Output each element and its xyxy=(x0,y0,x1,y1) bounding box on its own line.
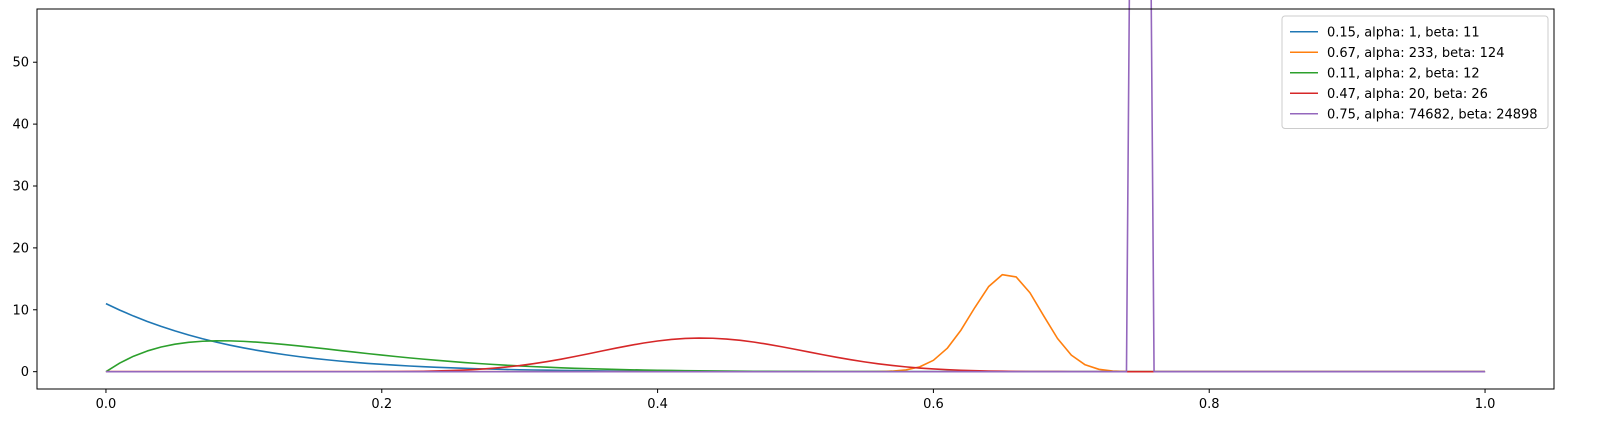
legend-label-3: 0.11, alpha: 2, beta: 12 xyxy=(1327,66,1480,81)
y-tick-label: 50 xyxy=(12,56,29,71)
y-tick-label: 0 xyxy=(21,365,29,380)
legend: 0.15, alpha: 1, beta: 11 0.67, alpha: 233… xyxy=(1281,15,1549,129)
x-tick-label: 0.6 xyxy=(923,397,944,412)
axes-frame xyxy=(36,8,1555,390)
x-tick-label: 1.0 xyxy=(1475,397,1496,412)
legend-label-1: 0.15, alpha: 1, beta: 11 xyxy=(1327,25,1480,40)
series-line-4 xyxy=(105,337,1486,373)
x-tick-label: 0.2 xyxy=(371,397,392,412)
y-tick-label: 40 xyxy=(12,118,29,133)
series-line-1 xyxy=(105,302,1486,373)
x-tick-label: 0.0 xyxy=(96,397,117,412)
legend-label-5: 0.75, alpha: 74682, beta: 24898 xyxy=(1327,107,1538,122)
series-line-5 xyxy=(105,0,1486,373)
y-tick-label: 30 xyxy=(12,180,29,195)
y-tick-label: 20 xyxy=(12,241,29,256)
plot-area xyxy=(105,0,1486,373)
axes: 0.0 0.2 0.4 0.6 0.8 1.0 0 10 20 30 40 50 xyxy=(12,8,1555,412)
y-tick-label: 10 xyxy=(12,303,29,318)
legend-box xyxy=(1281,15,1549,129)
legend-label-4: 0.47, alpha: 20, beta: 26 xyxy=(1327,87,1488,102)
x-tick-label: 0.8 xyxy=(1199,397,1220,412)
legend-label-2: 0.67, alpha: 233, beta: 124 xyxy=(1327,46,1504,61)
series-line-3 xyxy=(105,339,1486,373)
series-line-2 xyxy=(105,273,1486,373)
x-tick-label: 0.4 xyxy=(647,397,668,412)
